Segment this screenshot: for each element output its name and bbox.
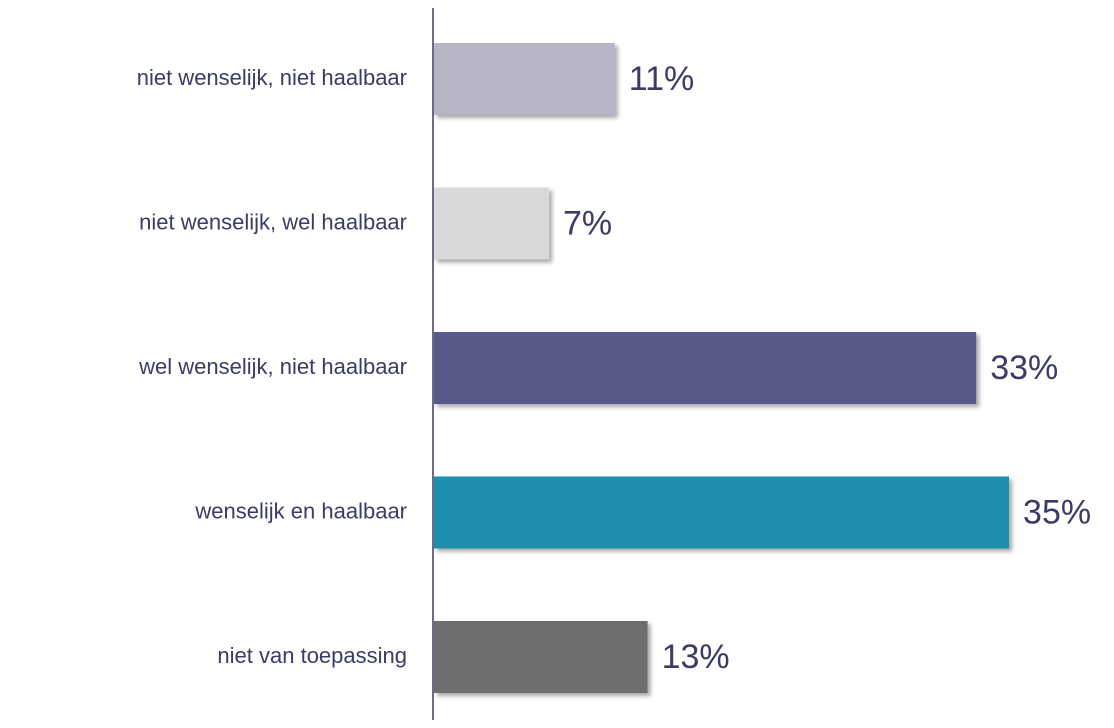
category-label: niet wenselijk, wel haalbaar <box>139 209 407 234</box>
bar <box>434 476 1010 549</box>
category-label: niet van toepassing <box>217 643 407 668</box>
value-label: 7% <box>563 204 612 242</box>
category-label: wenselijk en haalbaar <box>194 498 407 523</box>
value-label: 35% <box>1023 493 1091 531</box>
category-label: wel wenselijk, niet haalbaar <box>138 354 407 379</box>
category-label: niet wenselijk, niet haalbaar <box>137 65 407 90</box>
bar <box>434 187 550 260</box>
bar <box>434 332 977 404</box>
value-label: 11% <box>629 60 695 98</box>
bar <box>434 43 615 115</box>
bar <box>434 621 648 693</box>
value-label: 13% <box>662 638 730 676</box>
value-label: 33% <box>990 349 1058 387</box>
